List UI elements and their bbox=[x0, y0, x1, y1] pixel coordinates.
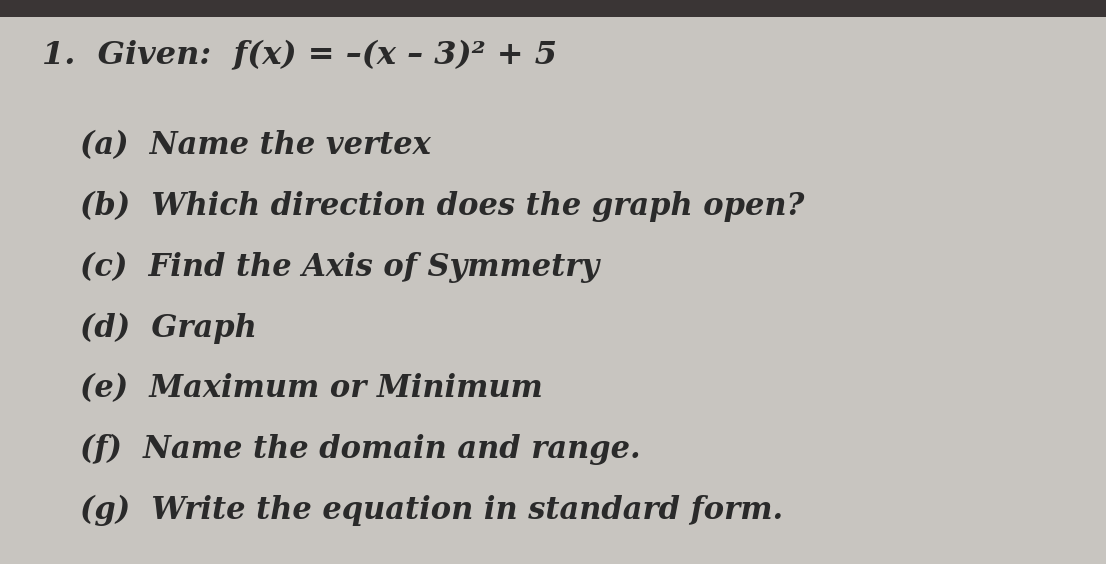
Text: (b)  Which direction does the graph open?: (b) Which direction does the graph open? bbox=[80, 191, 804, 222]
Text: (d)  Graph: (d) Graph bbox=[80, 312, 257, 343]
Text: (a)  Name the vertex: (a) Name the vertex bbox=[80, 130, 430, 161]
Bar bbox=[0, 0, 1106, 17]
Text: 1.  Given:  f(x) = –(x – 3)² + 5: 1. Given: f(x) = –(x – 3)² + 5 bbox=[42, 39, 557, 70]
Text: (f)  Name the domain and range.: (f) Name the domain and range. bbox=[80, 434, 640, 465]
Text: (g)  Write the equation in standard form.: (g) Write the equation in standard form. bbox=[80, 495, 783, 526]
Text: (c)  Find the Axis of Symmetry: (c) Find the Axis of Symmetry bbox=[80, 252, 598, 283]
Text: (e)  Maximum or Minimum: (e) Maximum or Minimum bbox=[80, 373, 542, 404]
